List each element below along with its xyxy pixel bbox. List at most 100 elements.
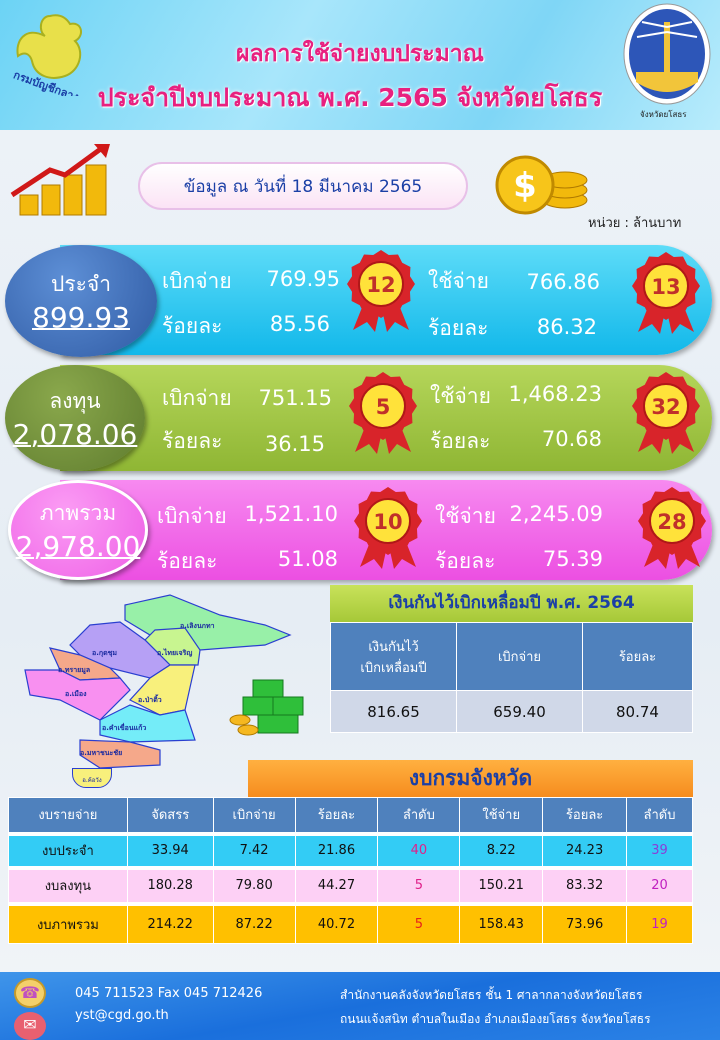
budget-total: 2,078.06 — [12, 418, 138, 451]
table-row: งบประจำ 33.94 7.42 21.86 40 8.22 24.23 39 — [8, 833, 693, 868]
table-cell: 39 — [626, 833, 693, 868]
column-header: ร้อยละ — [294, 797, 379, 834]
table-cell: 7.42 — [212, 833, 296, 868]
column-header: เงินกันไว้ เบิกเหลื่อมปี — [330, 622, 457, 691]
disburse-label: เบิกจ่าย — [162, 386, 232, 410]
rank-rosette: 32 — [630, 372, 702, 454]
spend-label: ใช้จ่าย — [435, 504, 496, 528]
table-cell: 816.65 — [330, 690, 457, 733]
date-label: ข้อมูล ณ วันที่ 18 มีนาคม 2565 — [183, 176, 423, 197]
phone-icon: ☎ — [14, 978, 46, 1008]
reserve-table: เงินกันไว้ เบิกเหลื่อมปี เบิกจ่าย ร้อยละ… — [330, 622, 693, 733]
footer: ☎ ✉ 045 711523 Fax 045 712426 yst@cgd.go… — [0, 972, 720, 1040]
percent-label: ร้อยละ — [428, 316, 489, 340]
disburse-label: เบิกจ่าย — [162, 269, 232, 293]
money-stack-icon — [229, 679, 304, 736]
table-cell: 19 — [626, 903, 693, 944]
column-header: จัดสรร — [126, 797, 214, 834]
spend-percent: 75.39 — [542, 547, 603, 571]
district-label: อ.ทรายมูล — [58, 666, 90, 675]
disburse-value: 769.95 — [266, 267, 340, 291]
disburse-value: 751.15 — [258, 386, 332, 410]
provincial-table: งบรายจ่าย จัดสรร เบิกจ่าย ร้อยละ ลำดับ ใช้จ่า… — [8, 797, 693, 944]
percent-label: ร้อยละ — [157, 549, 218, 573]
disburse-percent: 36.15 — [264, 432, 325, 456]
rank-number: 28 — [657, 510, 686, 534]
table-cell: งบประจำ — [8, 833, 128, 868]
district-label: อ.คำเขื่อนแก้ว — [102, 722, 146, 732]
percent-label: ร้อยละ — [162, 314, 223, 338]
budget-type-label: ลงทุน — [49, 389, 101, 413]
disburse-percent: 51.08 — [277, 547, 338, 571]
yasothon-district-map: อ.เลิงนกทา อ.ไทยเจริญ อ.กุดชุม อ.ทรายมูล… — [24, 594, 292, 769]
provincial-title: งบกรมจังหวัด — [248, 760, 693, 797]
dollar-coin-icon: $ — [495, 155, 588, 215]
spend-value: 1,468.23 — [508, 382, 602, 406]
footer-address-line2: ถนนแจ้งสนิท ตำบลในเมือง อำเภอเมืองยโสธร … — [340, 1012, 651, 1026]
table-cell: 87.22 — [212, 903, 296, 944]
district-label: อ.ไทยเจริญ — [157, 648, 192, 657]
budget-type-label: ภาพรวม — [39, 501, 117, 525]
footer-email[interactable]: yst@cgd.go.th — [75, 1008, 169, 1023]
yasothon-seal — [623, 3, 711, 105]
title-line1: ผลการใช้จ่ายงบประมาณ — [235, 41, 485, 67]
header: กรมบัญชีกลาง ผลการใช้จ่ายงบประมาณ ประจำป… — [0, 0, 720, 130]
column-header: ร้อยละ — [582, 622, 693, 691]
table-cell: งบลงทุน — [8, 867, 128, 904]
spend-percent: 86.32 — [536, 315, 597, 339]
disburse-label: เบิกจ่าย — [157, 504, 227, 528]
gold-coins-arrow-icon — [10, 144, 110, 216]
spend-label: ใช้จ่าย — [428, 269, 489, 293]
rank-number: 13 — [651, 275, 680, 299]
garuda-logo: กรมบัญชีกลาง — [12, 14, 82, 96]
rank-number: 12 — [366, 273, 395, 297]
summary-circle-investment: ลงทุน 2,078.06 — [5, 365, 145, 471]
table-row: 816.65 659.40 80.74 — [330, 690, 693, 733]
rank-rosette: 10 — [352, 487, 424, 569]
reserve-title: เงินกันไว้เบิกเหลื่อมปี พ.ศ. 2564 — [330, 585, 693, 622]
date-badge: ข้อมูล ณ วันที่ 18 มีนาคม 2565 — [138, 162, 468, 210]
column-header: เบิกจ่าย — [212, 797, 296, 834]
rank-rosette: 13 — [630, 252, 702, 334]
table-cell: 659.40 — [456, 690, 583, 733]
rank-rosette: 28 — [636, 487, 708, 569]
table-cell: 180.28 — [126, 867, 214, 904]
table-cell: 80.74 — [582, 690, 693, 733]
table-cell: 8.22 — [459, 833, 544, 868]
district-khowang: อ.ค้อวัง — [72, 768, 112, 788]
table-cell: 158.43 — [459, 903, 544, 944]
budget-total: 2,978.00 — [15, 530, 141, 563]
district-label: อ.เลิงนกทา — [180, 622, 215, 630]
spend-value: 2,245.09 — [509, 502, 603, 526]
column-header: งบรายจ่าย — [8, 797, 128, 834]
table-cell: 24.23 — [542, 833, 628, 868]
table-cell: งบภาพรวม — [8, 903, 128, 944]
table-cell: 214.22 — [126, 903, 214, 944]
rank-number: 10 — [373, 510, 402, 534]
seal-caption: จังหวัดยโสธร — [640, 110, 687, 119]
spend-value: 766.86 — [526, 270, 600, 294]
percent-label: ร้อยละ — [162, 429, 223, 453]
mail-icon: ✉ — [14, 1012, 46, 1040]
column-header: ลำดับ — [626, 797, 693, 834]
rank-rosette: 5 — [347, 372, 419, 454]
spend-percent: 70.68 — [541, 427, 602, 451]
percent-label: ร้อยละ — [435, 549, 496, 573]
disburse-percent: 85.56 — [269, 312, 330, 336]
table-cell: 33.94 — [126, 833, 214, 868]
table-cell: 20 — [626, 867, 693, 904]
title-line2: ประจำปีงบประมาณ พ.ศ. 2565 จังหวัดยโสธร — [97, 83, 603, 112]
table-cell: 21.86 — [294, 833, 379, 868]
table-cell: 83.32 — [542, 867, 628, 904]
budget-type-label: ประจำ — [51, 272, 111, 296]
column-header: ใช้จ่าย — [459, 797, 544, 834]
column-header: ร้อยละ — [542, 797, 628, 834]
footer-phone: 045 711523 Fax 045 712426 — [75, 986, 263, 1001]
district-label: อ.กุดชุม — [92, 649, 117, 657]
table-row: งบลงทุน 180.28 79.80 44.27 5 150.21 83.32 20 — [8, 867, 693, 904]
table-cell: 5 — [377, 903, 461, 944]
table-row: งบภาพรวม 214.22 87.22 40.72 5 158.43 73.96 19 — [8, 903, 693, 944]
percent-label: ร้อยละ — [430, 429, 491, 453]
column-header: เบิกจ่าย — [456, 622, 583, 691]
summary-circle-regular: ประจำ 899.93 — [5, 245, 157, 357]
